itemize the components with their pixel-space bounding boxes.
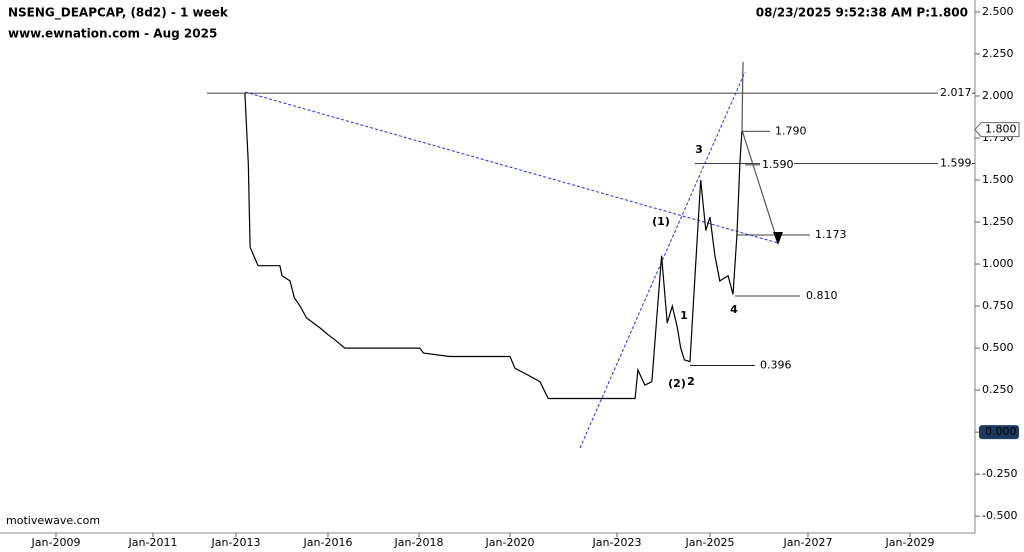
y-tick-label: 2.250 bbox=[982, 47, 1014, 60]
wave-label: 3 bbox=[695, 143, 703, 156]
wave-label: 2 bbox=[687, 375, 695, 388]
timestamp: 08/23/2025 9:52:38 AM P:1.800 bbox=[756, 6, 968, 20]
x-tick-label: Jan-2016 bbox=[303, 536, 353, 549]
chart-subtitle: www.ewnation.com - Aug 2025 bbox=[8, 27, 217, 41]
level-label-bg bbox=[773, 124, 807, 139]
level-label-bg bbox=[938, 86, 972, 101]
level-label: 1.173 bbox=[815, 228, 847, 241]
level-label: 1.590 bbox=[762, 158, 794, 171]
x-tick-label: Jan-2013 bbox=[211, 536, 261, 549]
y-tick-label: -0.500 bbox=[982, 509, 1017, 522]
level-label: 0.810 bbox=[806, 289, 838, 302]
price-line bbox=[244, 93, 743, 400]
y-tick-label: 0.500 bbox=[982, 341, 1014, 354]
y-tick-label: 1.500 bbox=[982, 173, 1014, 186]
level-label: 0.396 bbox=[760, 359, 792, 372]
projection-arrow bbox=[773, 232, 783, 245]
x-tick-label: Jan-2025 bbox=[685, 536, 735, 549]
chart-title: NSENG_DEAPCAP, (8d2) - 1 week bbox=[8, 6, 229, 21]
wave-label: (2) bbox=[668, 377, 686, 390]
level-label-bg bbox=[938, 156, 972, 171]
level-label: 1.790 bbox=[775, 124, 807, 137]
y-tick-label: 2.000 bbox=[982, 89, 1014, 102]
level-label-bg bbox=[758, 358, 792, 373]
level-label-bg bbox=[813, 227, 847, 242]
x-tick-label: Jan-2023 bbox=[592, 536, 642, 549]
x-tick-label: Jan-2027 bbox=[783, 536, 833, 549]
y-tick-label: 0.250 bbox=[982, 383, 1014, 396]
x-tick-label: Jan-2020 bbox=[485, 536, 535, 549]
y-tick-label: 2.500 bbox=[982, 5, 1014, 18]
y-tick-label: 1.250 bbox=[982, 215, 1014, 228]
footer: motivewave.com bbox=[6, 514, 100, 527]
y-tick-box bbox=[979, 425, 1019, 440]
y-tick-label: 1.000 bbox=[982, 257, 1014, 270]
price-marker-label: 1.800 bbox=[985, 123, 1017, 136]
price-marker-box bbox=[974, 122, 1020, 138]
x-tick-label: Jan-2029 bbox=[885, 536, 935, 549]
y-tick-label: 0.750 bbox=[982, 299, 1014, 312]
wave-label: (1) bbox=[652, 215, 670, 228]
level-label: 1.599 bbox=[940, 156, 972, 169]
wave-label: 1 bbox=[680, 309, 688, 322]
projection-line bbox=[741, 61, 779, 244]
x-tick-label: Jan-2018 bbox=[394, 536, 444, 549]
x-tick-label: Jan-2011 bbox=[128, 536, 178, 549]
x-tick-label: Jan-2009 bbox=[31, 536, 81, 549]
level-label: 2.017 bbox=[940, 86, 972, 99]
trend-line bbox=[244, 91, 779, 244]
level-label-bg bbox=[760, 157, 794, 172]
y-tick-label: 0.000 bbox=[985, 425, 1017, 438]
level-label-bg bbox=[804, 288, 838, 303]
wave-label: 4 bbox=[730, 303, 738, 316]
y-tick-label: -0.250 bbox=[982, 467, 1017, 480]
